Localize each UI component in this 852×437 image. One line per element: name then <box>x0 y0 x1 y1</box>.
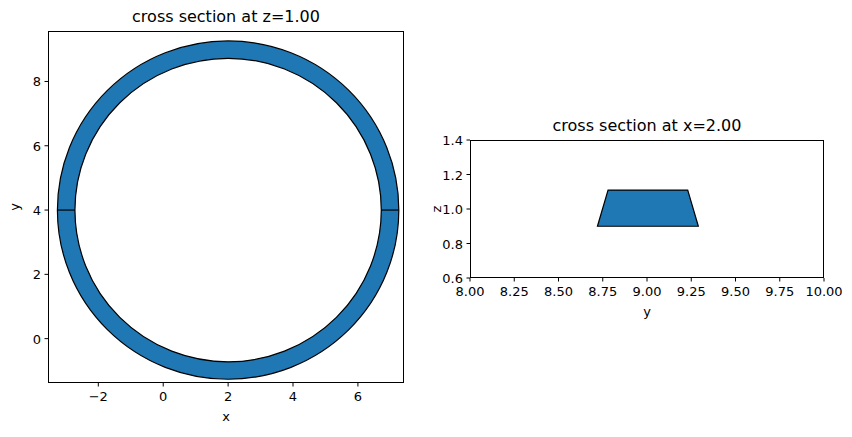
x-tick-label: 6 <box>354 390 362 403</box>
x-tick-label: 9.25 <box>677 285 706 298</box>
y-tick-label: 0.8 <box>442 237 463 250</box>
left-plot-x-axis-label: x <box>222 410 230 423</box>
figure-canvas: cross section at z=1.00 x y −2024602468 … <box>0 0 852 437</box>
x-tick-label: 8.75 <box>588 285 617 298</box>
annulus-shape <box>57 41 398 379</box>
right-plot-y-axis-label: z <box>430 206 443 213</box>
x-tick-label: 8.50 <box>544 285 573 298</box>
x-tick-label: 10.00 <box>805 285 842 298</box>
y-tick-label: 4 <box>33 204 41 217</box>
y-tick-label: 2 <box>33 268 41 281</box>
y-tick-label: 0 <box>33 332 41 345</box>
x-tick-label: 9.75 <box>765 285 794 298</box>
y-tick-label: 8 <box>33 75 41 88</box>
right-plot-area <box>470 140 824 278</box>
x-tick-label: −2 <box>89 390 108 403</box>
left-plot-title: cross section at z=1.00 <box>132 8 320 26</box>
y-tick-label: 1.0 <box>442 203 463 216</box>
right-plot-axes: cross section at x=2.00 y z 8.008.258.50… <box>470 140 824 278</box>
axes-spines <box>49 32 404 383</box>
x-tick-label: 8.00 <box>456 285 485 298</box>
left-plot-area <box>48 31 404 383</box>
x-tick-label: 2 <box>224 390 232 403</box>
y-tick-label: 1.4 <box>442 134 463 147</box>
x-tick-label: 0 <box>159 390 167 403</box>
left-plot-y-axis-label: y <box>8 203 21 211</box>
y-tick-label: 0.6 <box>442 272 463 285</box>
left-plot-axes: cross section at z=1.00 x y −2024602468 <box>48 31 404 383</box>
x-tick-label: 9.50 <box>721 285 750 298</box>
trapezoid-shape <box>597 190 698 226</box>
y-tick-label: 6 <box>33 139 41 152</box>
right-plot-title: cross section at x=2.00 <box>553 117 742 135</box>
x-tick-label: 9.00 <box>633 285 662 298</box>
right-plot-x-axis-label: y <box>643 305 651 318</box>
x-tick-label: 8.25 <box>500 285 529 298</box>
x-tick-label: 4 <box>289 390 297 403</box>
y-tick-label: 1.2 <box>442 168 463 181</box>
